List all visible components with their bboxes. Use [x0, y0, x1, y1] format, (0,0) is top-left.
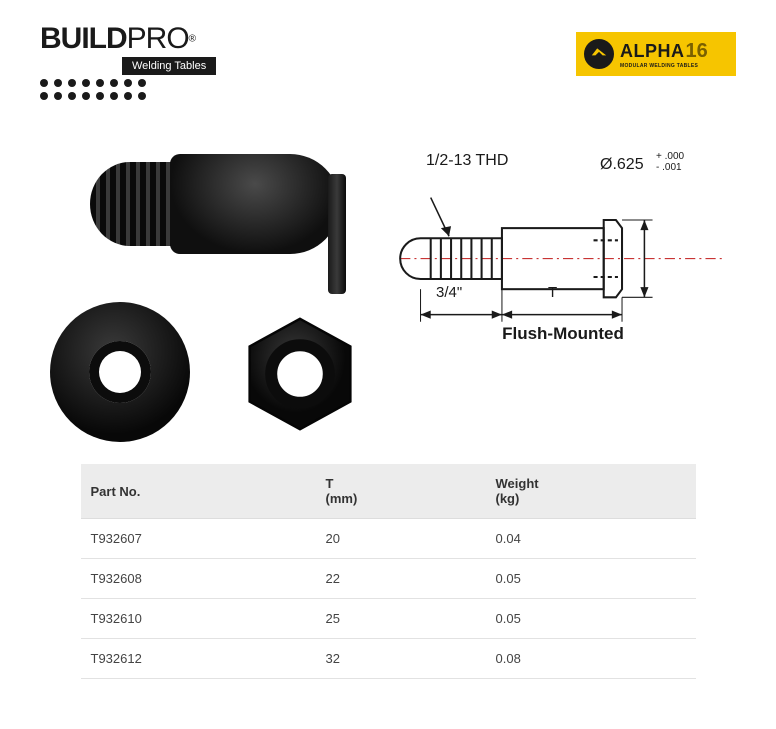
col-header-unit: (mm) — [326, 491, 476, 506]
cell-t: 22 — [316, 559, 486, 599]
hex-nut-icon — [240, 314, 360, 434]
buildpro-wordmark: BUILDPRO® — [40, 24, 240, 54]
alpha-icon — [584, 39, 614, 69]
col-header-unit: (kg) — [496, 491, 686, 506]
header: BUILDPRO® Welding Tables ALPHA16 MODULAR… — [0, 0, 776, 84]
col-header-label: Weight — [496, 476, 539, 491]
stud-flange-icon — [328, 174, 346, 294]
cell-partno: T932607 — [81, 519, 316, 559]
alpha-tagline: MODULAR WELDING TABLES — [620, 63, 708, 69]
alpha-name: ALPHA — [620, 41, 685, 61]
cell-weight: 0.08 — [486, 639, 696, 679]
stud-body-icon — [170, 154, 340, 254]
product-photo — [40, 124, 360, 434]
cell-t: 32 — [316, 639, 486, 679]
cell-partno: T932612 — [81, 639, 316, 679]
brand-bold: BUILD — [40, 22, 127, 55]
logo-buildpro: BUILDPRO® Welding Tables — [40, 24, 240, 84]
thread-length-label: 3/4" — [436, 284, 462, 301]
cell-weight: 0.05 — [486, 599, 696, 639]
alpha-number: 16 — [686, 40, 708, 62]
body-length-label: T — [548, 284, 557, 301]
col-header-weight: Weight (kg) — [486, 464, 696, 519]
col-header-label: T — [326, 476, 334, 491]
tol-plus: + .000 — [656, 151, 684, 162]
cell-t: 25 — [316, 599, 486, 639]
alpha-text-block: ALPHA16 MODULAR WELDING TABLES — [620, 40, 708, 69]
cell-weight: 0.04 — [486, 519, 696, 559]
logo-alpha: ALPHA16 MODULAR WELDING TABLES — [576, 32, 736, 76]
table-row: T932612 32 0.08 — [81, 639, 696, 679]
cell-t: 20 — [316, 519, 486, 559]
brand-light: PRO — [127, 22, 189, 55]
cell-partno: T932608 — [81, 559, 316, 599]
product-area: 1/2-13 THD Ø.625 + .000 - .001 3/4" T Fl… — [0, 84, 776, 434]
tol-minus: - .001 — [656, 162, 682, 173]
stud-thread-icon — [90, 162, 180, 246]
buildpro-dot-grid — [40, 79, 240, 100]
cell-weight: 0.05 — [486, 559, 696, 599]
spec-table: Part No. T (mm) Weight (kg) T932607 20 0… — [81, 464, 696, 679]
washer-icon — [50, 302, 190, 442]
table-header-row: Part No. T (mm) Weight (kg) — [81, 464, 696, 519]
thread-callout: 1/2-13 THD — [426, 152, 508, 170]
registered-mark: ® — [189, 34, 196, 45]
col-header-partno: Part No. — [81, 464, 316, 519]
col-header-t: T (mm) — [316, 464, 486, 519]
table-row: T932610 25 0.05 — [81, 599, 696, 639]
diameter-callout: Ø.625 — [600, 156, 644, 174]
table-body: T932607 20 0.04 T932608 22 0.05 T932610 … — [81, 519, 696, 679]
engineering-diagram: 1/2-13 THD Ø.625 + .000 - .001 3/4" T Fl… — [390, 124, 736, 434]
table-row: T932607 20 0.04 — [81, 519, 696, 559]
table-row: T932608 22 0.05 — [81, 559, 696, 599]
col-header-label: Part No. — [91, 484, 141, 499]
diagram-caption: Flush-Mounted — [390, 324, 736, 344]
buildpro-tagline: Welding Tables — [122, 57, 216, 75]
cell-partno: T932610 — [81, 599, 316, 639]
